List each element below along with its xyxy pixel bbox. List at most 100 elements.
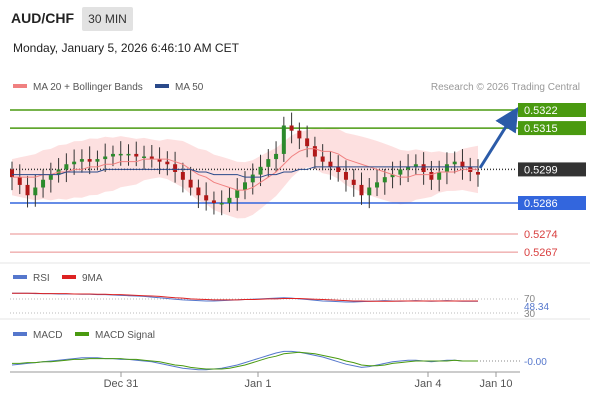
candle-body — [204, 195, 209, 201]
candle-body — [95, 159, 100, 162]
candle-body — [196, 187, 201, 196]
candle-body — [33, 187, 38, 196]
price-level-box — [518, 162, 586, 177]
rsi-ma-legend-swatch — [62, 275, 76, 279]
candle-body — [266, 159, 271, 167]
candle-body — [258, 166, 263, 175]
price-level-label: 0.5274 — [524, 229, 558, 241]
candle-body — [289, 125, 294, 131]
candle-body — [390, 174, 395, 178]
symbol-title: AUD/CHF — [11, 10, 74, 26]
candle-body — [375, 182, 380, 188]
candle-body — [188, 179, 193, 188]
candle-body — [118, 153, 123, 156]
x-tick-label: Jan 4 — [415, 378, 442, 390]
candle-body — [103, 156, 108, 160]
candle-body — [398, 169, 403, 175]
candle-body — [305, 138, 310, 147]
candle-body — [79, 159, 84, 162]
candle-body — [149, 156, 154, 160]
candle-body — [48, 174, 53, 180]
candle-body — [336, 166, 341, 172]
candle-body — [328, 161, 333, 167]
candle-body — [243, 182, 247, 191]
rsi-legend-label: RSI — [33, 273, 50, 284]
candle-body — [219, 203, 224, 205]
rsi-30-label: 30 — [524, 309, 536, 320]
candle-body — [297, 130, 302, 139]
candle-body — [429, 172, 434, 180]
price-level-label: 0.5286 — [524, 198, 558, 210]
candle-body — [281, 125, 286, 154]
candle-body — [437, 172, 442, 180]
price-level-box — [518, 196, 586, 210]
candle-body — [87, 159, 92, 162]
ma50-legend-swatch — [155, 84, 169, 88]
ma50-legend-label: MA 50 — [175, 82, 204, 93]
projection-arrow — [478, 106, 519, 169]
x-tick-label: Dec 31 — [104, 378, 139, 390]
candle-body — [64, 164, 69, 170]
x-axis-ticks: Dec 31 Jan 1 Jan 4 Jan 10 — [104, 372, 513, 390]
macd-signal-line — [12, 351, 478, 370]
macd-line — [11, 350, 478, 371]
x-tick-label: Jan 1 — [245, 378, 272, 390]
candle-body — [110, 153, 115, 157]
candle-body — [235, 190, 240, 198]
candle-body — [25, 184, 30, 196]
candle-body — [41, 179, 46, 188]
candle-body — [421, 164, 426, 172]
ma20-line — [12, 148, 478, 191]
price-level-label: 0.5315 — [524, 123, 558, 135]
candle-body — [476, 172, 480, 175]
candle-body — [359, 184, 364, 196]
candle-body — [227, 197, 232, 203]
macd-value-label: -0.00 — [524, 357, 547, 368]
price-level-label: 0.5322 — [524, 105, 558, 117]
candle-body — [406, 166, 411, 170]
datetime-label: Monday, January 5, 2026 6:46:10 AM CET — [13, 41, 239, 55]
macd-legend-swatch — [13, 332, 27, 336]
candle-body — [312, 146, 317, 157]
price-level-label: 0.5299 — [524, 164, 558, 176]
price-level-box — [518, 103, 586, 117]
level-labels: 0.5322 0.5315 0.5299 0.5286 0.5274 0.5267 — [518, 103, 586, 259]
candle-body — [17, 177, 22, 185]
candle-body — [142, 156, 147, 158]
rsi-ma-line — [12, 292, 478, 302]
macd-signal-legend-label: MACD Signal — [95, 330, 155, 341]
candle-body — [367, 187, 372, 196]
candle-body — [157, 159, 162, 162]
candle-body — [343, 172, 348, 180]
ma20-legend-label: MA 20 + Bollinger Bands — [33, 82, 143, 93]
candle-body — [10, 169, 14, 178]
candle-body — [274, 153, 279, 160]
ma50-line — [12, 166, 478, 178]
price-level-label: 0.5267 — [524, 247, 558, 259]
candle-body — [320, 156, 325, 162]
price-level-box — [518, 121, 586, 136]
candle-body — [460, 161, 465, 167]
candle-body — [165, 161, 170, 165]
candle-body — [126, 153, 131, 156]
rsi-legend-swatch — [13, 275, 27, 279]
candle-body — [134, 153, 139, 157]
research-credit: Research © 2026 Trading Central — [431, 82, 580, 93]
candle-body — [250, 174, 255, 183]
candle-body — [444, 164, 449, 172]
candle-body — [173, 164, 178, 172]
price-levels — [10, 109, 518, 253]
rsi-value-label: 48.34 — [524, 302, 549, 313]
candle-body — [211, 200, 216, 203]
candle-body — [351, 179, 356, 185]
timeframe-button[interactable]: 30 MIN — [82, 7, 133, 31]
x-tick-label: Jan 10 — [479, 378, 512, 390]
candle-body — [72, 161, 77, 165]
candle-body — [413, 164, 418, 167]
ma20-legend-swatch — [13, 84, 27, 88]
macd-legend-label: MACD — [33, 330, 62, 341]
candle-body — [180, 172, 185, 180]
candle-body — [382, 177, 387, 183]
rsi-70-label: 70 — [524, 294, 536, 305]
